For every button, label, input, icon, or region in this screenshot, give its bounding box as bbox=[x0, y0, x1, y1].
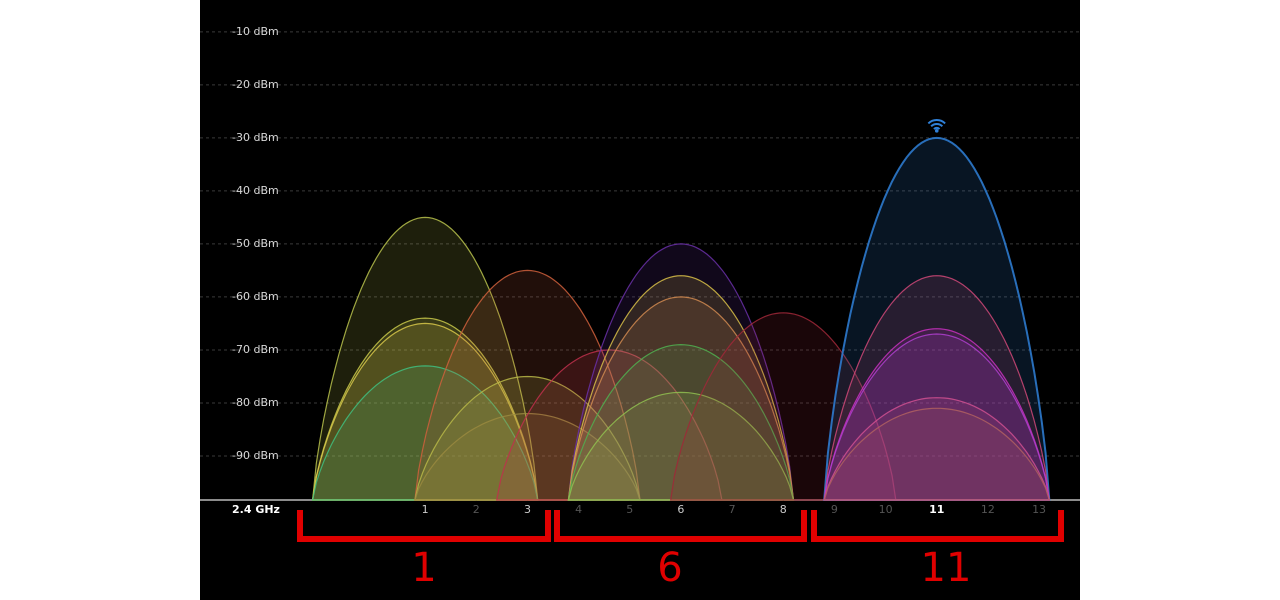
network-signal bbox=[823, 275, 1050, 501]
network-signal bbox=[311, 322, 539, 501]
x-tick-label: 9 bbox=[831, 503, 838, 516]
x-tick-label: 3 bbox=[524, 503, 531, 516]
x-tick-label: 11 bbox=[929, 503, 944, 516]
bracket bbox=[554, 510, 807, 542]
annotation: 6 bbox=[657, 545, 682, 591]
x-tick-label: 7 bbox=[729, 503, 736, 516]
annotation: 11 bbox=[921, 545, 972, 591]
network-signal bbox=[670, 312, 897, 501]
network-signal bbox=[311, 216, 539, 501]
network-signal bbox=[414, 413, 641, 501]
x-tick-label: 1 bbox=[422, 503, 429, 516]
wifi-icon bbox=[930, 122, 944, 128]
y-tick-label: -20 dBm bbox=[232, 78, 279, 91]
wifi-icon bbox=[927, 119, 946, 125]
y-tick-label: -80 dBm bbox=[232, 396, 279, 409]
network-signal bbox=[823, 333, 1051, 501]
wifi-icon bbox=[933, 126, 941, 130]
network-signal bbox=[567, 343, 795, 501]
x-tick-label: 4 bbox=[575, 503, 582, 516]
network-signal bbox=[823, 407, 1051, 501]
network-signal bbox=[823, 328, 1051, 501]
network-signal bbox=[495, 349, 723, 501]
network-signal bbox=[567, 391, 795, 501]
x-tick-label: 12 bbox=[981, 503, 995, 516]
wifi-icon-dot bbox=[934, 129, 939, 133]
x-tick-label: 8 bbox=[780, 503, 787, 516]
bracket bbox=[811, 510, 1064, 542]
network-signal bbox=[414, 269, 641, 501]
brackets bbox=[297, 510, 1064, 542]
plot: -10 dBm -20 dBm -30 dBm -40 dBm -50 dBm -60 d… bbox=[200, 25, 1080, 516]
y-tick-label: -10 dBm bbox=[232, 25, 279, 38]
network-signal bbox=[311, 317, 539, 501]
y-tick-label: -90 dBm bbox=[232, 449, 279, 462]
network-signal bbox=[567, 275, 795, 501]
y-tick-label: -50 dBm bbox=[232, 237, 279, 250]
y-tick-label: -60 dBm bbox=[232, 290, 279, 303]
y-tick-label: -70 dBm bbox=[232, 343, 279, 356]
y-tick-label: -40 dBm bbox=[232, 184, 279, 197]
annotation: 1 bbox=[411, 545, 436, 591]
x-axis-label: 2.4 GHz bbox=[232, 503, 280, 516]
x-tick-label: 5 bbox=[626, 503, 633, 516]
network-signal bbox=[823, 397, 1051, 501]
x-tick-label: 6 bbox=[677, 503, 684, 516]
network-signal bbox=[567, 243, 795, 501]
y-tick-label: -30 dBm bbox=[232, 131, 279, 144]
network-signal bbox=[567, 296, 795, 501]
network-signal bbox=[823, 136, 1051, 501]
x-tick-label: 13 bbox=[1032, 503, 1046, 516]
x-tick-label: 10 bbox=[879, 503, 893, 516]
network-signal bbox=[311, 365, 539, 501]
x-tick-label: 2 bbox=[473, 503, 480, 516]
bracket bbox=[297, 510, 551, 542]
